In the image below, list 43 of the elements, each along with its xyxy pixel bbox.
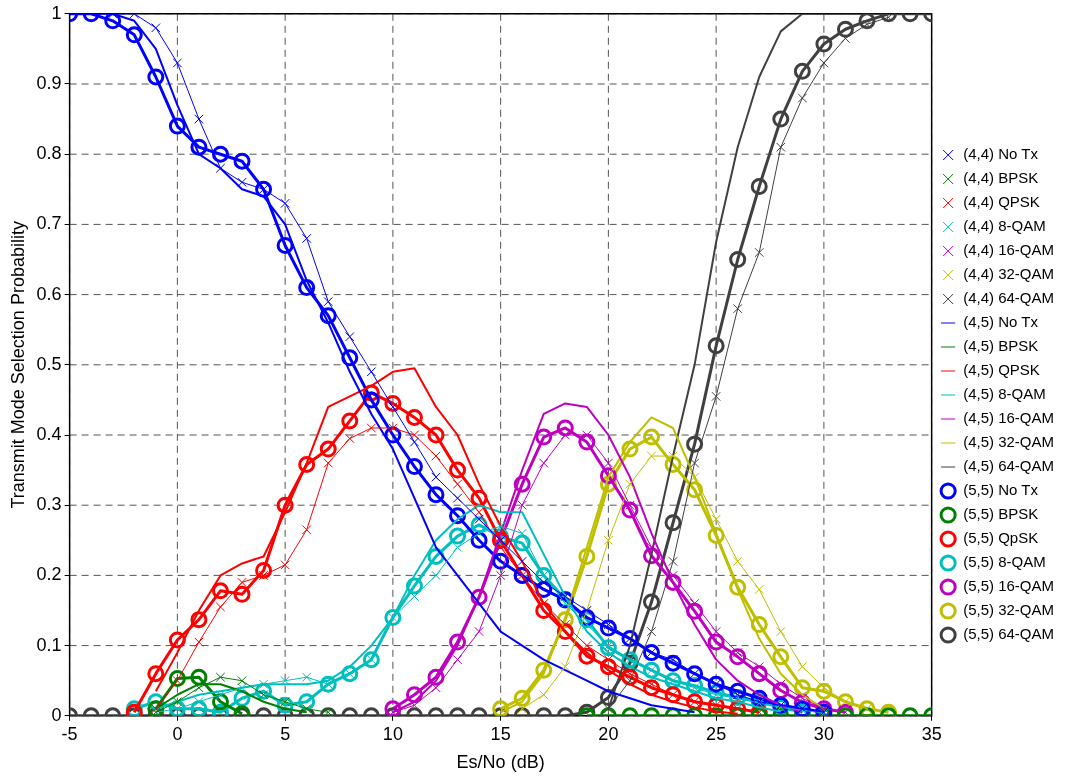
legend-label: (4,5) No Tx xyxy=(963,313,1039,331)
legend-label: (5,5) BPSK xyxy=(963,505,1039,523)
y-tick-label: 0.7 xyxy=(36,213,62,234)
legend-label: (4,5) 64-QAM xyxy=(963,457,1054,475)
legend-label: (5,5) QpSK xyxy=(963,529,1039,547)
x-tick-label: 20 xyxy=(598,723,619,744)
y-tick-label: 0.4 xyxy=(36,423,62,444)
x-tick-label: 30 xyxy=(813,723,834,744)
x-tick-label: 25 xyxy=(706,723,727,744)
y-tick-label: 0.5 xyxy=(36,353,62,374)
legend-label: (4,4) 8-QAM xyxy=(963,217,1046,235)
x-tick-label: 10 xyxy=(382,723,403,744)
y-axis-title: Transmit Mode Selection Probability xyxy=(7,221,28,509)
x-tick-label: 5 xyxy=(280,723,291,744)
y-tick-label: 0.8 xyxy=(36,143,62,164)
legend-label: (4,4) QPSK xyxy=(963,193,1040,211)
legend-label: (4,5) 16-QAM xyxy=(963,409,1054,427)
x-tick-label: -5 xyxy=(61,723,78,744)
y-tick-label: 0 xyxy=(51,704,62,725)
legend-label: (5,5) 16-QAM xyxy=(963,577,1054,595)
y-tick-label: 0.2 xyxy=(36,564,62,585)
x-axis-title: Es/No (dB) xyxy=(456,752,545,773)
legend-label: (4,5) 32-QAM xyxy=(963,433,1054,451)
legend-label: (5,5) No Tx xyxy=(963,481,1039,499)
legend-label: (4,5) QPSK xyxy=(963,361,1040,379)
y-tick-label: 0.6 xyxy=(36,283,62,304)
y-tick-label: 0.3 xyxy=(36,494,62,515)
legend-label: (5,5) 32-QAM xyxy=(963,601,1054,619)
x-tick-label: 0 xyxy=(172,723,183,744)
y-tick-label: 0.1 xyxy=(36,634,62,655)
y-tick-label: 0.9 xyxy=(36,72,62,93)
legend-label: (4,4) 64-QAM xyxy=(963,289,1054,307)
y-tick-label: 1 xyxy=(51,2,62,23)
legend-label: (4,4) BPSK xyxy=(963,169,1039,187)
x-tick-label: 15 xyxy=(490,723,511,744)
legend-label: (4,4) No Tx xyxy=(963,145,1039,163)
x-tick-label: 35 xyxy=(921,723,942,744)
legend-label: (4,5) 8-QAM xyxy=(963,385,1046,403)
legend-label: (5,5) 64-QAM xyxy=(963,625,1054,643)
legend-label: (5,5) 8-QAM xyxy=(963,553,1046,571)
legend-label: (4,4) 32-QAM xyxy=(963,265,1054,283)
legend-label: (4,4) 16-QAM xyxy=(963,241,1054,259)
legend-label: (4,5) BPSK xyxy=(963,337,1039,355)
